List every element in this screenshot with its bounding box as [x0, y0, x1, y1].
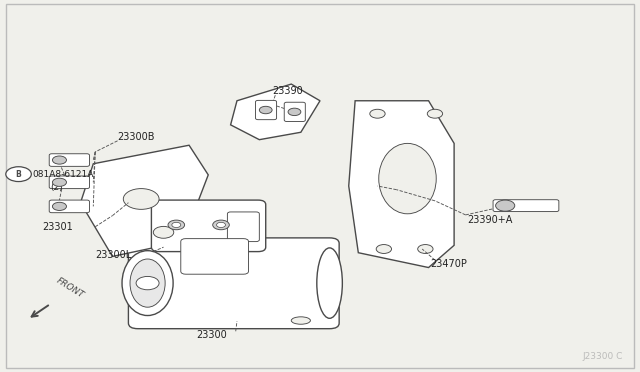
Text: 23390: 23390: [272, 86, 303, 96]
Polygon shape: [230, 84, 320, 140]
Text: 23300: 23300: [196, 330, 227, 340]
Text: 081A8-6121A: 081A8-6121A: [33, 170, 94, 179]
Circle shape: [259, 106, 272, 114]
FancyBboxPatch shape: [49, 154, 90, 166]
Circle shape: [418, 244, 433, 253]
Text: 23300L: 23300L: [95, 250, 131, 260]
Polygon shape: [349, 101, 454, 267]
Text: 23300B: 23300B: [118, 132, 155, 142]
Circle shape: [6, 167, 31, 182]
Text: J23300 C: J23300 C: [583, 352, 623, 361]
Ellipse shape: [122, 251, 173, 315]
FancyBboxPatch shape: [49, 200, 90, 213]
Circle shape: [495, 200, 515, 211]
FancyBboxPatch shape: [493, 200, 559, 212]
Circle shape: [212, 220, 229, 230]
Ellipse shape: [317, 248, 342, 318]
Polygon shape: [81, 145, 208, 256]
Text: 23390+A: 23390+A: [467, 215, 512, 225]
Text: 23301: 23301: [42, 222, 73, 232]
Circle shape: [52, 202, 67, 211]
FancyBboxPatch shape: [49, 176, 90, 189]
FancyBboxPatch shape: [152, 200, 266, 251]
FancyBboxPatch shape: [227, 212, 259, 241]
Circle shape: [288, 108, 301, 116]
FancyBboxPatch shape: [255, 100, 276, 120]
Circle shape: [216, 222, 225, 228]
Circle shape: [376, 244, 392, 253]
Text: B: B: [16, 170, 22, 179]
Ellipse shape: [291, 317, 310, 324]
Text: 23470P: 23470P: [430, 259, 467, 269]
Circle shape: [136, 276, 159, 290]
FancyBboxPatch shape: [180, 238, 248, 274]
Circle shape: [52, 156, 67, 164]
Circle shape: [154, 227, 173, 238]
Ellipse shape: [130, 259, 165, 307]
Circle shape: [52, 178, 67, 186]
Circle shape: [168, 220, 184, 230]
Circle shape: [428, 109, 443, 118]
FancyBboxPatch shape: [129, 238, 339, 329]
Circle shape: [370, 109, 385, 118]
Text: (2): (2): [51, 183, 63, 192]
Ellipse shape: [379, 143, 436, 214]
Text: FRONT: FRONT: [55, 276, 86, 300]
Circle shape: [172, 222, 180, 228]
FancyBboxPatch shape: [284, 102, 305, 122]
Circle shape: [124, 189, 159, 209]
